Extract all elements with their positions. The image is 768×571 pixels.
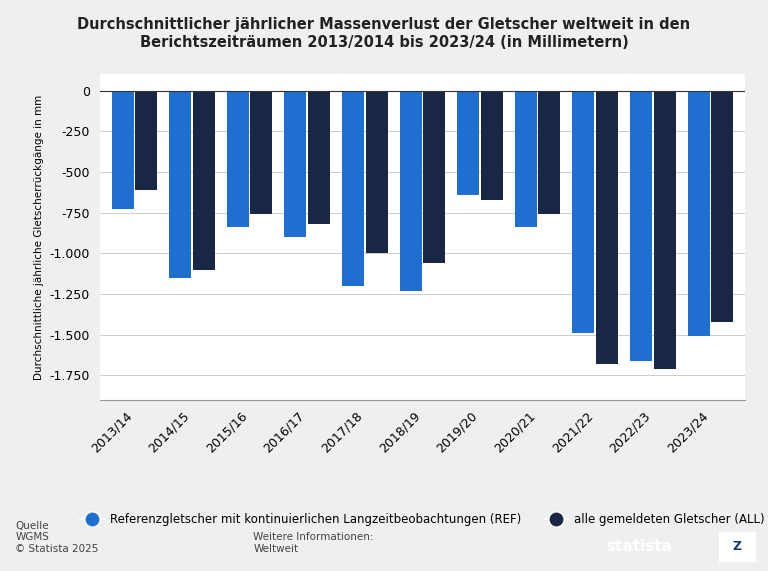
Text: Quelle
WGMS
© Statista 2025: Quelle WGMS © Statista 2025 (15, 521, 99, 554)
Text: Z: Z (732, 540, 741, 553)
FancyBboxPatch shape (719, 532, 755, 561)
Bar (366, 90, 388, 254)
Bar (227, 90, 249, 227)
Bar (169, 90, 191, 278)
Bar (250, 90, 273, 214)
Bar (457, 90, 479, 195)
Bar (687, 90, 710, 336)
Bar (711, 90, 733, 321)
Y-axis label: Durchschnittliche jährliche Gletscherrückgänge in mm: Durchschnittliche jährliche Gletscherrüc… (35, 94, 45, 380)
Bar (135, 90, 157, 190)
Bar (596, 90, 618, 364)
Bar (538, 90, 561, 214)
Bar (630, 90, 652, 361)
Text: Weitere Informationen:
Weltweit: Weitere Informationen: Weltweit (253, 532, 374, 554)
Bar (654, 90, 676, 369)
Bar (515, 90, 537, 227)
Bar (423, 90, 445, 263)
Bar (193, 90, 215, 270)
Text: statista: statista (606, 539, 672, 554)
Bar (481, 90, 503, 199)
Bar (399, 90, 422, 291)
Legend: Referenzgletscher mit kontinuierlichen Langzeitbeobachtungen (REF), alle gemelde: Referenzgletscher mit kontinuierlichen L… (75, 508, 768, 530)
Bar (111, 90, 134, 210)
Bar (284, 90, 306, 237)
Text: Durchschnittlicher jährlicher Massenverlust der Gletscher weltweit in den
Berich: Durchschnittlicher jährlicher Massenverl… (78, 17, 690, 50)
Bar (572, 90, 594, 333)
Bar (342, 90, 364, 286)
Bar (308, 90, 330, 224)
